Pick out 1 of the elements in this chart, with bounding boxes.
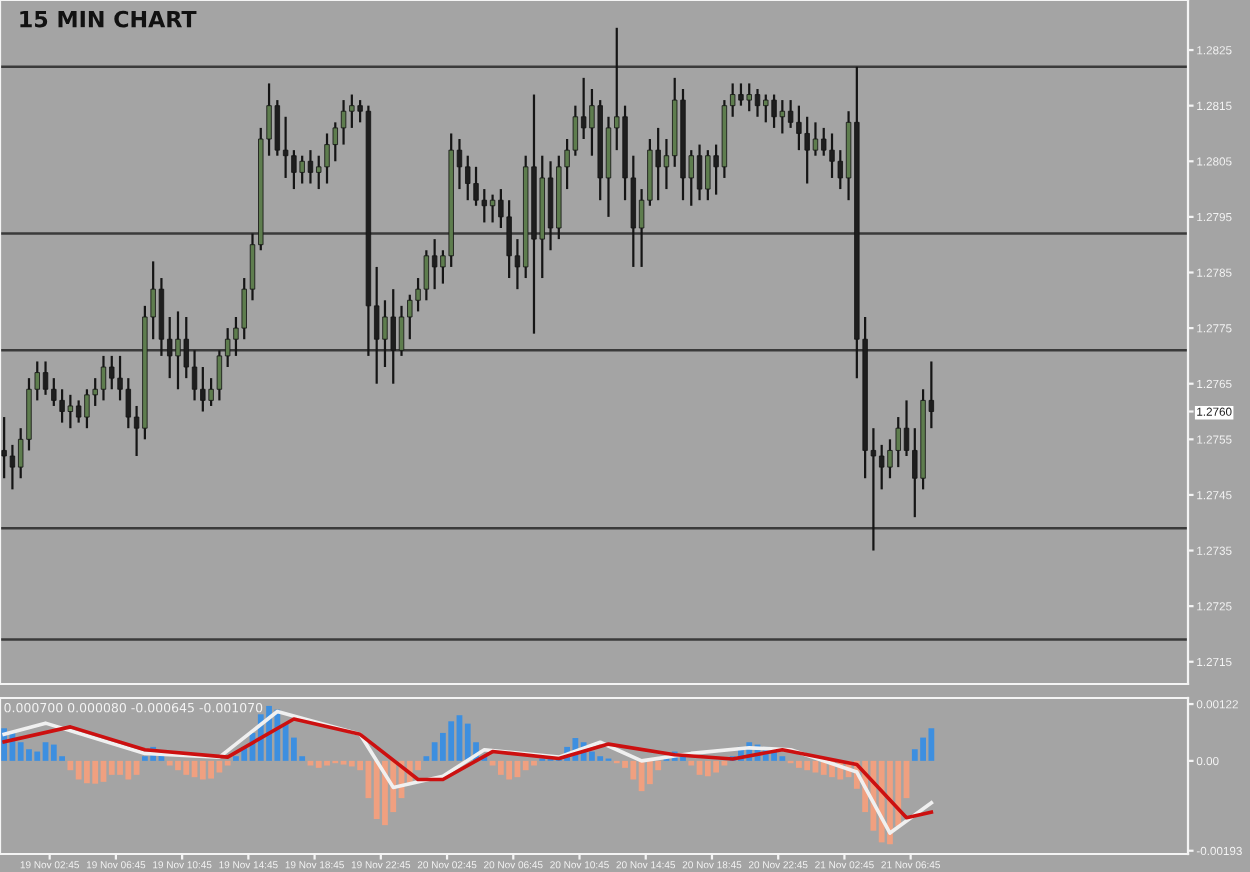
chart-title: 15 MIN CHART	[20, 10, 197, 28]
